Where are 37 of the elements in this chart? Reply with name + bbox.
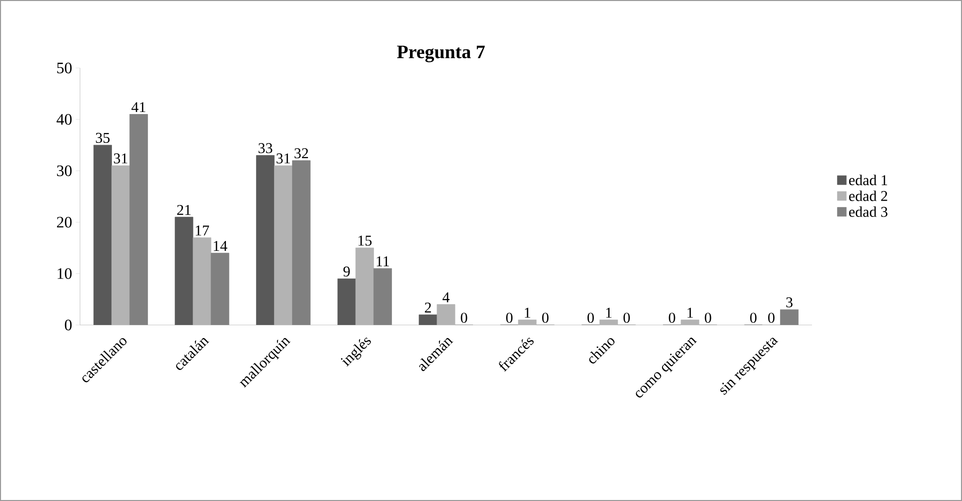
data-label: 0 (668, 312, 676, 323)
data-label: 9 (343, 266, 350, 277)
data-label: 4 (442, 292, 450, 302)
data-label: 31 (114, 153, 128, 164)
data-label: 0 (750, 312, 757, 323)
data-label: 0 (624, 312, 630, 323)
data-label: 0 (460, 312, 468, 323)
data-label: 32 (294, 148, 308, 158)
data-label: 1 (688, 308, 693, 318)
y-tick-label: 40 (56, 114, 72, 125)
legend-label: edad 2 (849, 190, 888, 202)
chart-title: Pregunta 7 (397, 46, 485, 62)
data-label: 0 (768, 312, 775, 323)
data-label: 33 (258, 143, 272, 154)
data-label: 3 (786, 297, 792, 308)
data-label: 0 (542, 312, 549, 323)
data-label: 31 (276, 153, 290, 164)
y-tick-label: 10 (58, 268, 72, 279)
data-label: 35 (96, 132, 110, 143)
y-tick-label: 30 (57, 165, 72, 176)
y-tick-label: 0 (64, 320, 72, 330)
data-label: 0 (704, 312, 712, 323)
legend-label: edad 1 (849, 174, 888, 186)
y-tick-label: 20 (57, 216, 72, 228)
data-label: 17 (196, 226, 210, 236)
y-tick-label: 50 (57, 62, 72, 74)
data-label: 0 (588, 312, 594, 323)
data-label: 1 (606, 308, 612, 318)
data-label: 41 (132, 102, 146, 112)
data-label: 2 (424, 302, 431, 313)
data-label: 11 (376, 256, 389, 266)
legend-label: edad 3 (849, 206, 888, 217)
data-label: 0 (506, 312, 513, 323)
data-label: 1 (524, 308, 530, 318)
data-label: 21 (177, 204, 191, 215)
data-label: 15 (358, 236, 372, 246)
data-label: 14 (214, 240, 228, 251)
